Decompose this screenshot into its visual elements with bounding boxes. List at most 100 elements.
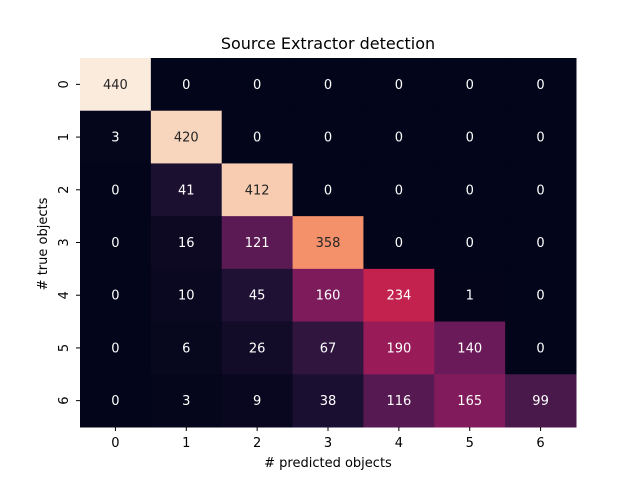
y-axis-label: # true objects (36, 197, 51, 290)
chart-title: Source Extractor detection (221, 34, 435, 53)
cell-value-label: 0 (536, 131, 544, 146)
heatmap-cell (292, 216, 364, 270)
heatmap-cell (221, 216, 294, 270)
heatmap-cell (80, 216, 152, 270)
heatmap-cell (292, 321, 364, 375)
y-tick-label: 4 (57, 291, 72, 299)
cell-value-label: 1 (466, 289, 474, 304)
y-tick-label: 5 (57, 344, 72, 352)
heatmap-cell (150, 110, 223, 164)
x-tick-label: 4 (395, 436, 403, 451)
cell-value-label: 45 (249, 289, 266, 304)
cell-value-label: 420 (174, 131, 199, 146)
cell-value-label: 0 (111, 341, 119, 356)
cell-value-label: 0 (466, 78, 474, 93)
x-tick-label: 3 (324, 436, 332, 451)
heatmap-cell (434, 374, 506, 428)
cell-value-label: 121 (245, 236, 270, 251)
heatmap-cell (292, 374, 364, 428)
heatmap-cell (150, 163, 223, 217)
cell-value-label: 0 (111, 394, 119, 409)
heatmap-cell (505, 321, 577, 375)
x-tick-label: 0 (111, 436, 119, 451)
heatmap-cell (434, 110, 506, 164)
cell-value-label: 16 (178, 236, 195, 251)
heatmap-cell (221, 163, 294, 217)
cell-value-label: 0 (536, 236, 544, 251)
y-tick-label: 2 (57, 186, 72, 194)
y-tick-label: 6 (57, 397, 72, 405)
x-tick-label: 5 (466, 436, 474, 451)
cell-value-label: 358 (316, 236, 341, 251)
cell-value-label: 41 (178, 183, 195, 198)
heatmap-cell (505, 110, 577, 164)
y-axis-ticks: 0 1 2 3 4 5 6 (57, 80, 80, 405)
cell-value-label: 160 (316, 289, 341, 304)
heatmap-cell (80, 374, 152, 428)
cell-value-label: 67 (320, 341, 337, 356)
cell-value-label: 9 (253, 394, 261, 409)
cell-value-label: 10 (178, 289, 195, 304)
cell-value-label: 0 (324, 183, 332, 198)
heatmap-cell (150, 268, 223, 323)
cell-value-label: 0 (395, 131, 403, 146)
cell-value-label: 412 (245, 183, 270, 198)
heatmap-cell (363, 58, 435, 112)
cell-value-label: 0 (182, 78, 190, 93)
heatmap-cell (292, 58, 364, 112)
heatmap-cell (292, 163, 364, 217)
cell-value-label: 0 (466, 131, 474, 146)
x-tick-label: 6 (536, 436, 544, 451)
heatmap-cell (292, 110, 364, 164)
cell-value-label: 0 (395, 183, 403, 198)
heatmap-cell (505, 163, 577, 217)
cell-value-label: 0 (253, 78, 261, 93)
heatmap-cell (80, 58, 152, 112)
cell-value-label: 0 (395, 78, 403, 93)
cell-value-label: 0 (395, 236, 403, 251)
cell-value-label: 3 (111, 131, 119, 146)
cell-value-label: 99 (532, 394, 549, 409)
heatmap-cell (434, 163, 506, 217)
y-tick-label: 0 (57, 80, 72, 88)
heatmap-cell (363, 268, 435, 323)
heatmap-cell (505, 268, 577, 323)
cell-value-label: 0 (111, 236, 119, 251)
heatmap-cell (80, 321, 152, 375)
cell-value-label: 26 (249, 341, 266, 356)
cell-value-label: 116 (386, 394, 411, 409)
cell-value-label: 0 (536, 341, 544, 356)
heatmap-cell (434, 58, 506, 112)
heatmap-cell (363, 321, 435, 375)
heatmap-cell (221, 110, 294, 164)
y-tick-label: 3 (57, 238, 72, 246)
heatmap-cell (434, 216, 506, 270)
cell-value-label: 0 (536, 183, 544, 198)
heatmap-cell (221, 374, 294, 428)
heatmap-cell (80, 268, 152, 323)
cell-value-label: 0 (324, 78, 332, 93)
cell-value-label: 6 (182, 341, 190, 356)
x-axis-ticks: 0 1 2 3 4 5 6 (111, 427, 545, 451)
cell-value-label: 0 (324, 131, 332, 146)
heatmap-cell (505, 58, 577, 112)
cell-value-label: 3 (182, 394, 190, 409)
cell-value-label: 0 (111, 183, 119, 198)
heatmap-cell (80, 110, 152, 164)
x-tick-label: 1 (182, 436, 190, 451)
heatmap-cell (150, 321, 223, 375)
cell-value-label: 0 (111, 289, 119, 304)
heatmap-cell (363, 216, 435, 270)
cell-value-label: 190 (386, 341, 411, 356)
heatmap-cell (221, 268, 294, 323)
cell-value-label: 0 (253, 131, 261, 146)
heatmap-cell (292, 268, 364, 323)
cell-value-label: 165 (457, 394, 482, 409)
heatmap-cell (363, 110, 435, 164)
cell-value-label: 0 (466, 183, 474, 198)
heatmap-cell (80, 163, 152, 217)
heatmap-cells: 440 0 0 0 0 0 03 420 0 0 0 0 00 41 412 0 0 0 00 16 121 358 0 0 0… (80, 58, 577, 428)
heatmap-cell (150, 374, 223, 428)
cell-value-label: 0 (536, 289, 544, 304)
